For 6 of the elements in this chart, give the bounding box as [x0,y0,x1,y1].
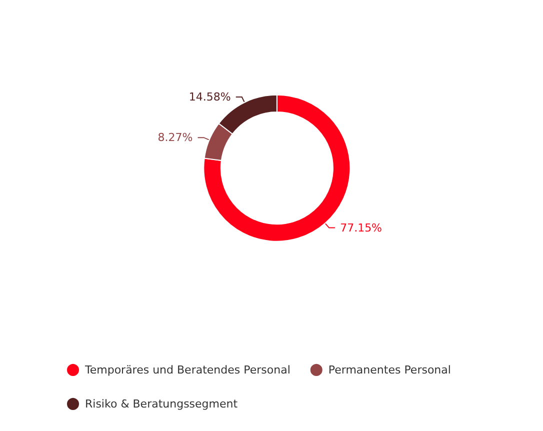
legend-label: Risiko & Beratungssegment [85,398,238,410]
data-label: 77.15% [340,221,382,234]
legend-label: Temporäres und Beratendes Personal [84,364,290,376]
legend-label: Permanentes Personal [328,364,451,376]
data-label: 14.58% [188,90,231,104]
data-label: 8.27% [158,131,193,144]
